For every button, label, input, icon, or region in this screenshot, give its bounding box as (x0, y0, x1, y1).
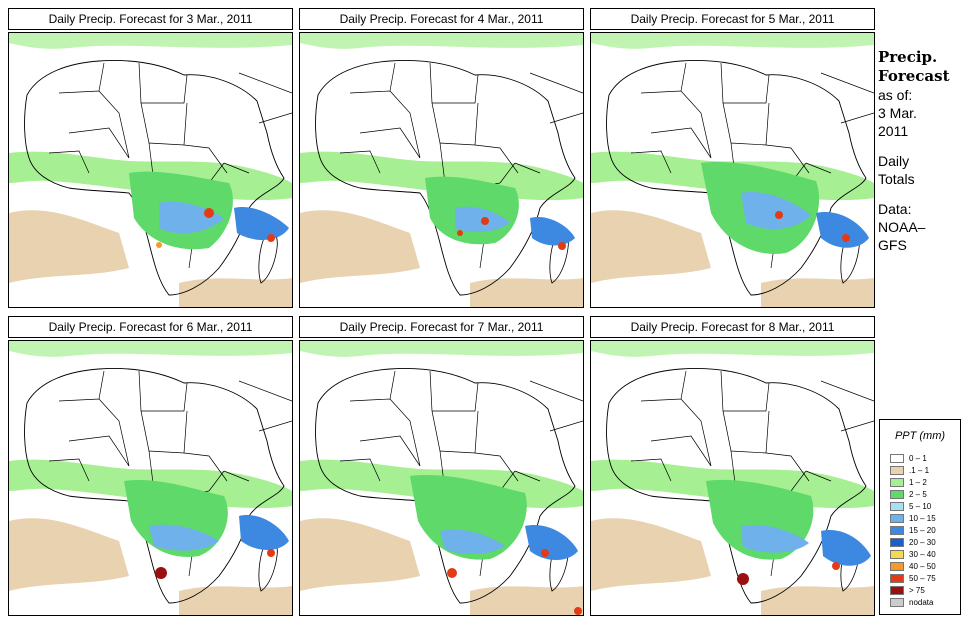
panel-title: Daily Precip. Forecast for 3 Mar., 2011 (8, 8, 293, 30)
title-line2: Forecast (878, 67, 950, 85)
legend-item: 15 – 20 (890, 526, 936, 536)
legend-swatch (890, 454, 904, 464)
forecast-panel-mar7: Daily Precip. Forecast for 7 Mar., 2011 (299, 316, 584, 616)
legend-label: 40 – 50 (909, 562, 936, 571)
legend-item: 2 – 5 (890, 490, 927, 500)
panel-title: Daily Precip. Forecast for 7 Mar., 2011 (299, 316, 584, 338)
legend-label: 15 – 20 (909, 526, 936, 535)
legend-item: .1 – 1 (890, 466, 929, 476)
legend-label: 50 – 75 (909, 574, 936, 583)
forecast-panel-mar8: Daily Precip. Forecast for 8 Mar., 2011 (590, 316, 875, 616)
legend-swatch (890, 466, 904, 476)
legend-swatch (890, 490, 904, 500)
forecast-panel-mar5: Daily Precip. Forecast for 5 Mar., 2011 (590, 8, 875, 308)
as-of-date: 3 Mar. (878, 105, 917, 121)
legend-swatch (890, 550, 904, 560)
legend-item: 10 – 15 (890, 514, 936, 524)
legend-label: nodata (909, 598, 934, 607)
totals-line1: Daily (878, 153, 910, 169)
legend-label: 10 – 15 (909, 514, 936, 523)
forecast-panel-mar6: Daily Precip. Forecast for 6 Mar., 2011 (8, 316, 293, 616)
legend-item: 5 – 10 (890, 502, 931, 512)
legend-item: 1 – 2 (890, 478, 927, 488)
legend-swatch (890, 598, 904, 608)
as-of-year: 2011 (878, 123, 909, 139)
legend-swatch (890, 502, 904, 512)
legend-item: nodata (890, 598, 933, 608)
precip-map (8, 340, 293, 616)
legend-label: .1 – 1 (909, 466, 930, 475)
forecast-panel-mar3: Daily Precip. Forecast for 3 Mar., 2011 (8, 8, 293, 308)
legend-label: 2 – 5 (909, 490, 927, 499)
forecast-info: Precip. Forecast as of: 3 Mar. 2011 Dail… (878, 48, 960, 254)
precip-map (590, 340, 875, 616)
precip-legend: PPT (mm) 0 – 1 .1 – 1 1 – 2 2 – 5 5 – 10 10 –… (879, 419, 961, 615)
totals-line2: Totals (878, 171, 915, 187)
panel-title: Daily Precip. Forecast for 8 Mar., 2011 (590, 316, 875, 338)
legend-item: 30 – 40 (890, 550, 936, 560)
forecast-panel-mar4: Daily Precip. Forecast for 4 Mar., 2011 (299, 8, 584, 308)
legend-item: > 75 (890, 586, 925, 596)
panel-title: Daily Precip. Forecast for 4 Mar., 2011 (299, 8, 584, 30)
precip-map (299, 340, 584, 616)
legend-label: > 75 (909, 586, 925, 595)
legend-swatch (890, 526, 904, 536)
legend-label: 1 – 2 (909, 478, 927, 487)
legend-swatch (890, 478, 904, 488)
legend-swatch (890, 538, 904, 548)
precip-map (299, 32, 584, 308)
data-source-1: NOAA– (878, 219, 926, 235)
precip-map (8, 32, 293, 308)
data-label: Data: (878, 201, 912, 217)
title-line1: Precip. (878, 48, 938, 66)
legend-label: 0 – 1 (909, 454, 927, 463)
legend-label: 30 – 40 (909, 550, 936, 559)
legend-item: 40 – 50 (890, 562, 936, 572)
legend-item: 50 – 75 (890, 574, 936, 584)
legend-swatch (890, 574, 904, 584)
legend-swatch (890, 514, 904, 524)
legend-label: 20 – 30 (909, 538, 936, 547)
legend-item: 0 – 1 (890, 454, 927, 464)
legend-swatch (890, 562, 904, 572)
legend-item: 20 – 30 (890, 538, 936, 548)
precip-map (590, 32, 875, 308)
panel-title: Daily Precip. Forecast for 6 Mar., 2011 (8, 316, 293, 338)
legend-swatch (890, 586, 904, 596)
legend-label: 5 – 10 (909, 502, 932, 511)
legend-title: PPT (mm) (894, 430, 946, 442)
panel-title: Daily Precip. Forecast for 5 Mar., 2011 (590, 8, 875, 30)
data-source-2: GFS (878, 237, 907, 253)
as-of-label: as of: (878, 87, 913, 103)
